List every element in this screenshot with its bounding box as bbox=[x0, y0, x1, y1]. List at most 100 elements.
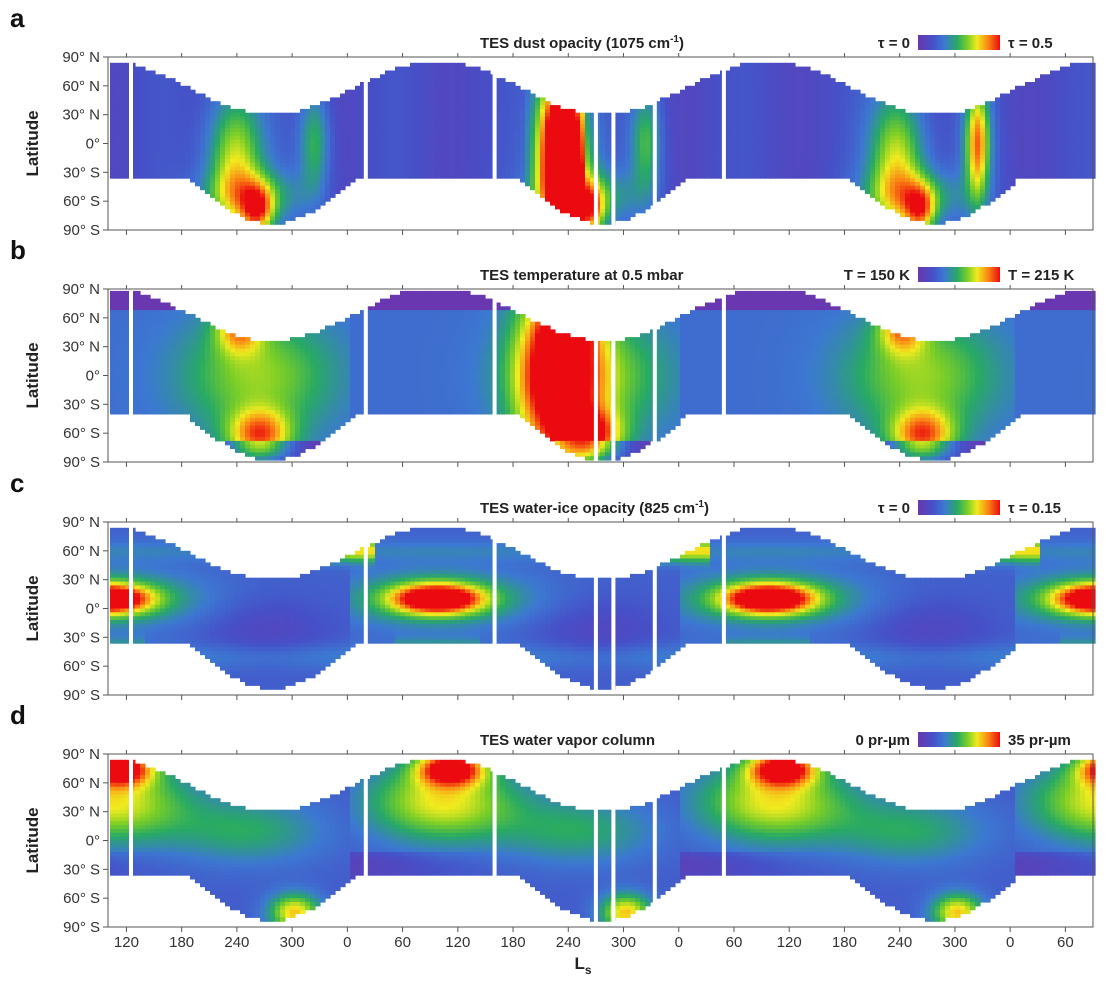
heatmap-cell bbox=[295, 140, 301, 144]
heatmap-cell bbox=[205, 155, 211, 159]
heatmap-cell bbox=[195, 151, 201, 155]
heatmap-cell bbox=[215, 174, 221, 178]
heatmap-cell bbox=[170, 144, 176, 148]
heatmap-cell bbox=[260, 155, 266, 159]
heatmap-cell bbox=[315, 132, 321, 136]
heatmap-cell bbox=[370, 97, 376, 101]
heatmap-cell bbox=[395, 78, 401, 82]
heatmap-cell bbox=[265, 113, 271, 117]
heatmap-cell bbox=[320, 109, 326, 113]
heatmap-cell bbox=[340, 186, 346, 190]
heatmap-cell bbox=[305, 128, 311, 132]
heatmap-cell bbox=[390, 113, 396, 117]
heatmap-cell bbox=[210, 128, 216, 132]
heatmap-cell bbox=[205, 178, 211, 182]
heatmap-cell bbox=[195, 97, 201, 101]
heatmap-cell bbox=[390, 163, 396, 167]
heatmap-cell bbox=[350, 178, 356, 182]
heatmap-cell bbox=[315, 117, 321, 121]
heatmap-cell bbox=[150, 170, 156, 174]
heatmap-cell bbox=[260, 132, 266, 136]
heatmap-cell bbox=[410, 132, 416, 136]
heatmap-cell bbox=[280, 190, 286, 194]
heatmap-cell bbox=[280, 113, 286, 117]
heatmap-cell bbox=[140, 86, 146, 90]
heatmap-cell bbox=[180, 174, 186, 178]
heatmap-cell bbox=[410, 67, 416, 71]
heatmap-cell bbox=[375, 78, 381, 82]
heatmap-cell bbox=[240, 205, 246, 209]
heatmap-cell bbox=[260, 170, 266, 174]
heatmap-cell bbox=[345, 113, 351, 117]
heatmap-cell bbox=[250, 117, 256, 121]
heatmap-cell bbox=[280, 220, 286, 224]
heatmap-cell bbox=[250, 151, 256, 155]
heatmap-cell bbox=[225, 117, 231, 121]
heatmap-cell bbox=[215, 197, 221, 201]
heatmap-cell bbox=[370, 132, 376, 136]
heatmap-cell bbox=[255, 140, 261, 144]
heatmap-cell bbox=[155, 101, 161, 105]
heatmap-cell bbox=[290, 136, 296, 140]
heatmap-cell bbox=[185, 159, 191, 163]
heatmap-cell bbox=[160, 144, 166, 148]
heatmap-cell bbox=[140, 101, 146, 105]
heatmap-cell bbox=[350, 147, 356, 151]
heatmap-cell bbox=[275, 155, 281, 159]
heatmap-cell bbox=[210, 101, 216, 105]
heatmap-cell bbox=[385, 155, 391, 159]
heatmap-cell bbox=[300, 167, 306, 171]
heatmap-cell bbox=[245, 155, 251, 159]
heatmap-cell bbox=[260, 159, 266, 163]
heatmap-cell bbox=[195, 147, 201, 151]
heatmap-cell bbox=[230, 174, 236, 178]
heatmap-cell bbox=[305, 182, 311, 186]
heatmap-cell bbox=[340, 94, 346, 98]
heatmap-cell bbox=[195, 167, 201, 171]
heatmap-cell bbox=[120, 132, 126, 136]
heatmap-cell bbox=[165, 163, 171, 167]
heatmap-cell bbox=[175, 136, 181, 140]
heatmap-cell bbox=[245, 113, 251, 117]
heatmap-cell bbox=[300, 117, 306, 121]
heatmap-cell bbox=[275, 178, 281, 182]
heatmap-cell bbox=[205, 163, 211, 167]
heatmap-cell bbox=[220, 117, 226, 121]
heatmap-cell bbox=[215, 151, 221, 155]
heatmap-cell bbox=[320, 194, 326, 198]
heatmap-cell bbox=[210, 124, 216, 128]
heatmap-cell bbox=[210, 174, 216, 178]
heatmap-cell bbox=[395, 105, 401, 109]
heatmap-cell bbox=[385, 120, 391, 124]
heatmap-cell bbox=[170, 78, 176, 82]
heatmap-cell bbox=[395, 167, 401, 171]
heatmap-cell bbox=[375, 151, 381, 155]
heatmap-cell bbox=[120, 74, 126, 78]
heatmap-cell bbox=[325, 174, 331, 178]
heatmap-cell bbox=[390, 124, 396, 128]
heatmap-cell bbox=[110, 147, 116, 151]
heatmap-cell bbox=[410, 151, 416, 155]
heatmap-cell bbox=[215, 140, 221, 144]
heatmap-cell bbox=[190, 167, 196, 171]
heatmap-cell bbox=[375, 167, 381, 171]
heatmap-cell bbox=[325, 167, 331, 171]
heatmap-cell bbox=[395, 109, 401, 113]
heatmap-cell bbox=[240, 170, 246, 174]
heatmap-cell bbox=[120, 128, 126, 132]
heatmap-cell bbox=[220, 151, 226, 155]
heatmap-cell bbox=[170, 94, 176, 98]
heatmap-cell bbox=[200, 144, 206, 148]
heatmap-cell bbox=[385, 74, 391, 78]
heatmap-cell bbox=[285, 194, 291, 198]
heatmap-cell bbox=[185, 120, 191, 124]
heatmap-cell bbox=[305, 117, 311, 121]
heatmap-cell bbox=[260, 194, 266, 198]
heatmap-cell bbox=[170, 170, 176, 174]
heatmap-cell bbox=[225, 105, 231, 109]
heatmap-cell bbox=[415, 147, 421, 151]
heatmap-cell bbox=[350, 151, 356, 155]
heatmap-cell bbox=[420, 155, 426, 159]
heatmap-cell bbox=[265, 124, 271, 128]
heatmap-cell bbox=[310, 186, 316, 190]
